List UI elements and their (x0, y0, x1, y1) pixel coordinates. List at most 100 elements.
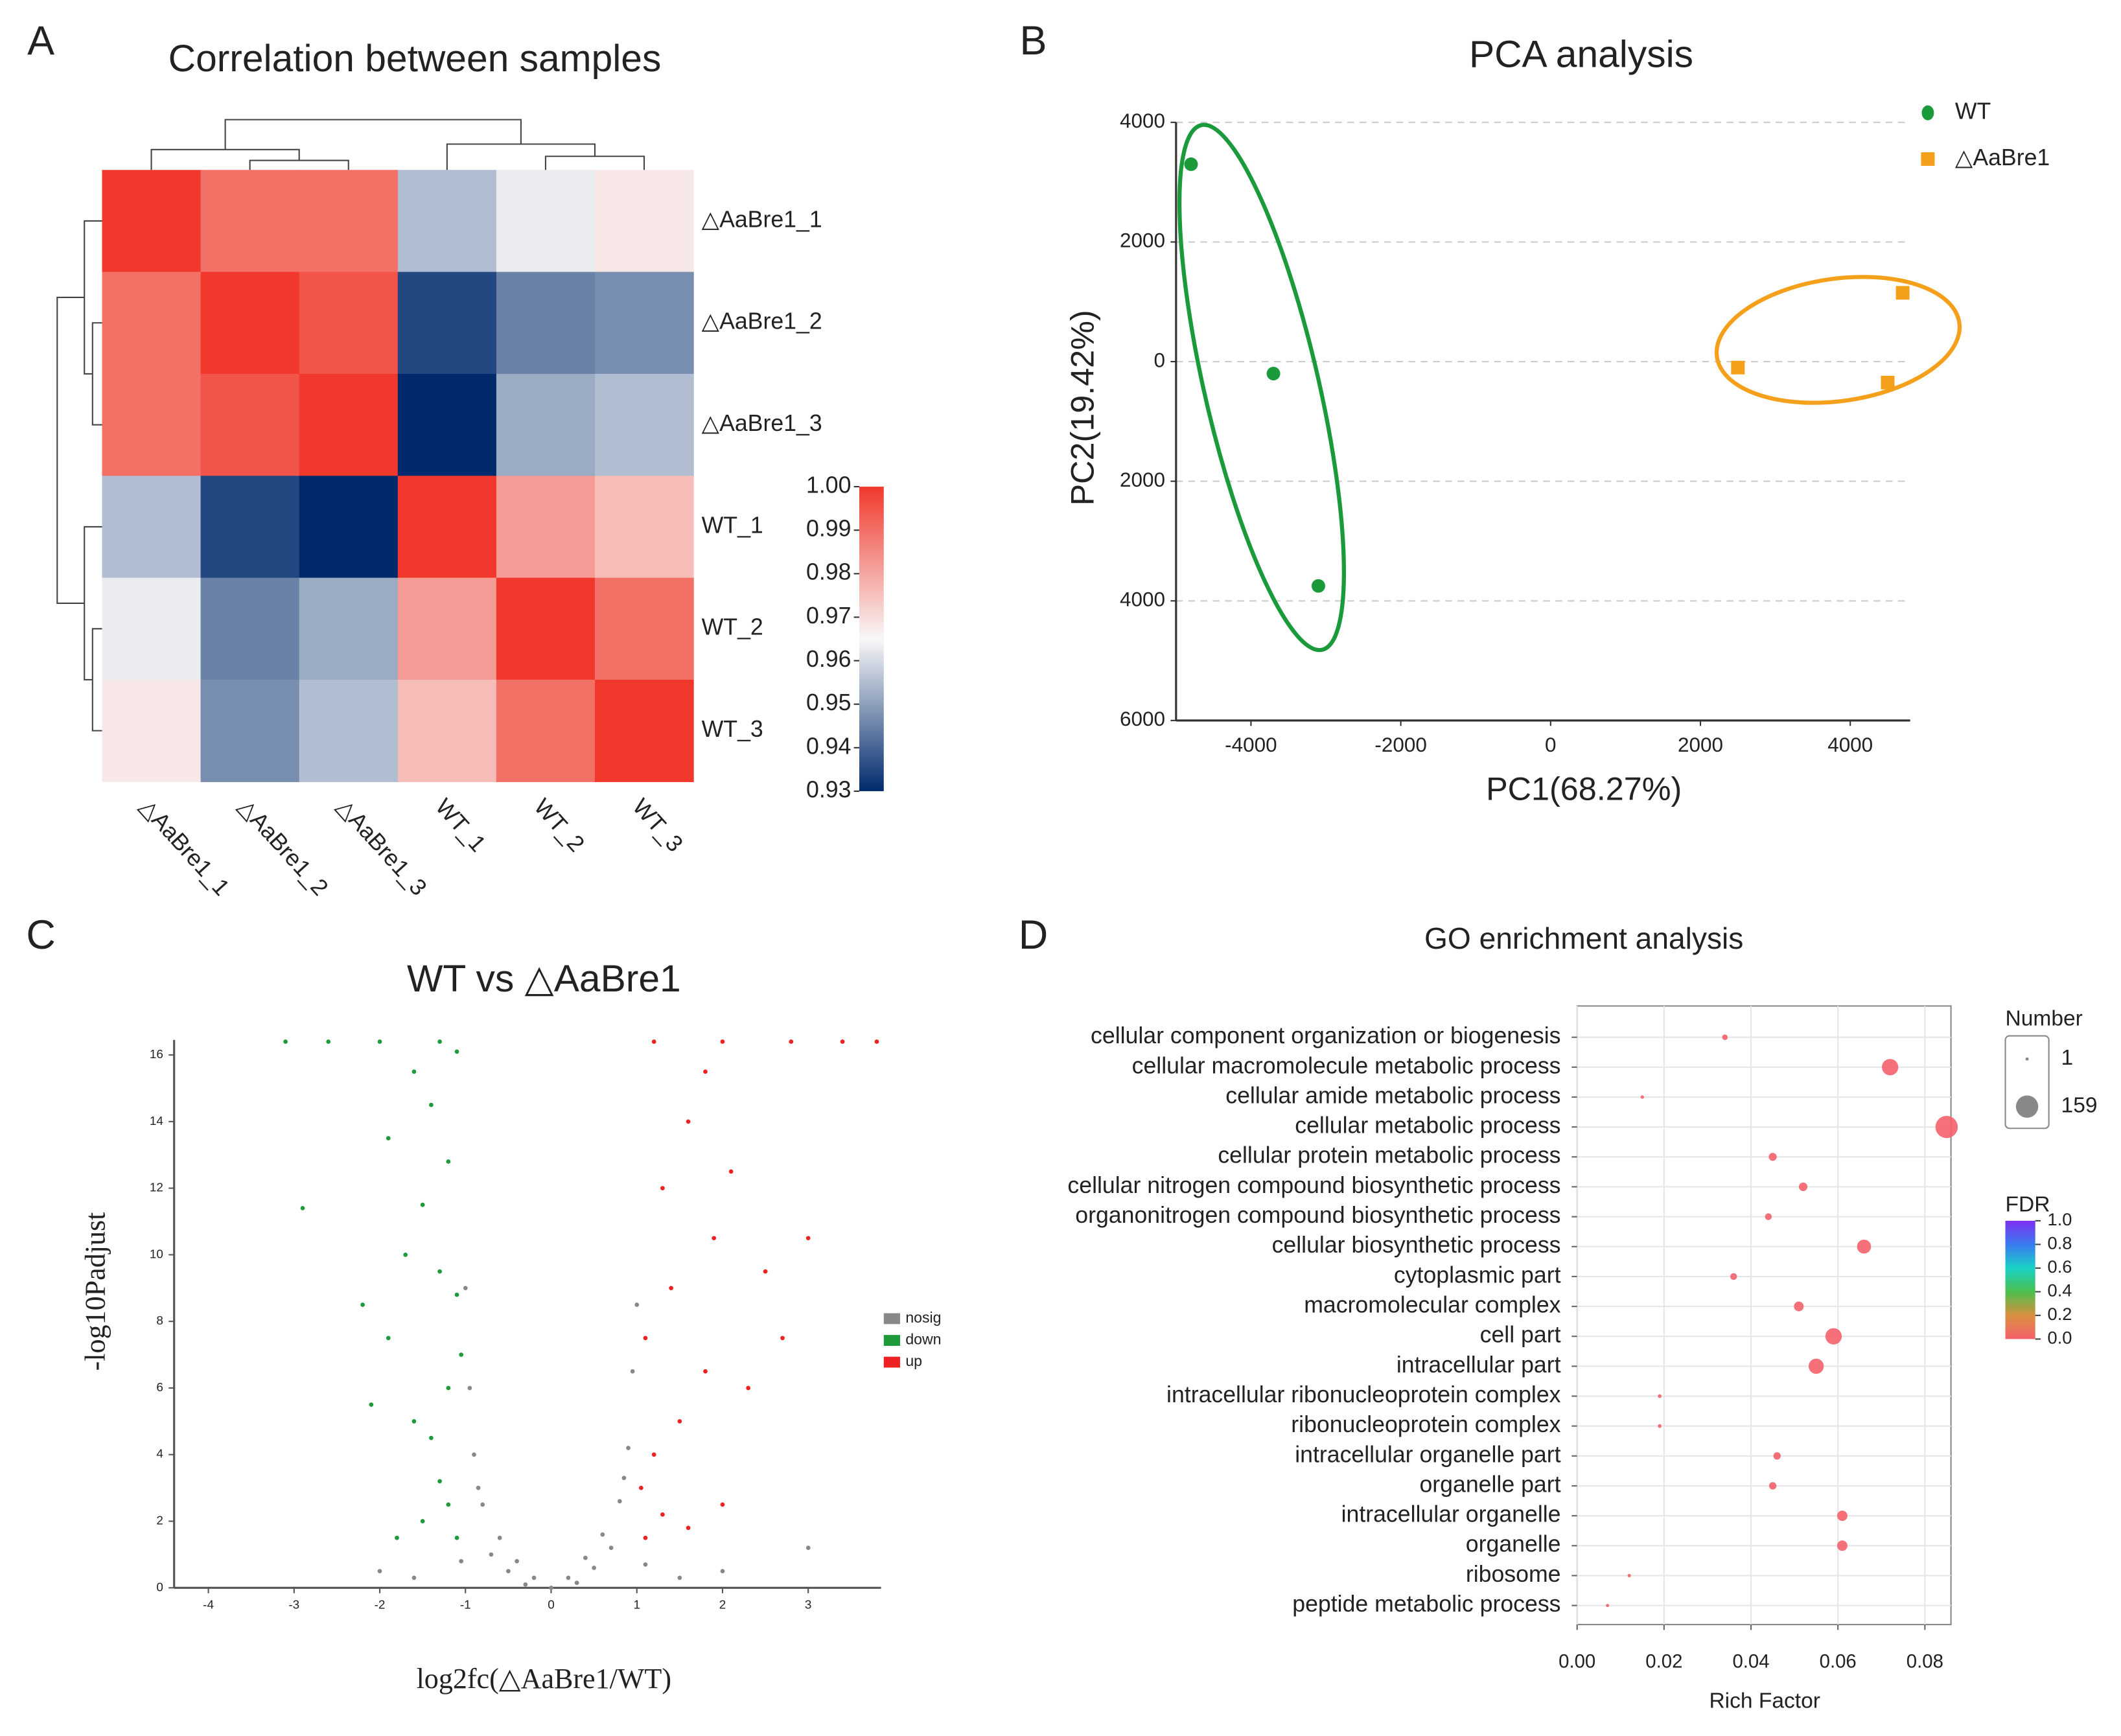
bubble (1935, 1115, 1958, 1139)
point (574, 1580, 579, 1585)
panel-letter: B (1020, 18, 1047, 64)
point (720, 1569, 725, 1573)
category-label: cellular biosynthetic process (1272, 1232, 1561, 1258)
legend-label: nosig (905, 1309, 941, 1326)
heatmap-cell (200, 170, 300, 273)
point (1895, 286, 1910, 300)
colorbar (859, 487, 884, 791)
x-axis-label: Rich Factor (1709, 1689, 1820, 1713)
heatmap-cell (397, 373, 497, 476)
y-tick-label: 4000 (1120, 588, 1165, 611)
point (476, 1485, 481, 1490)
point (686, 1119, 691, 1124)
panel-letter: A (27, 18, 54, 64)
category-label: cell part (1480, 1322, 1561, 1348)
legend-title: FDR (2006, 1193, 2050, 1217)
bubble (1837, 1540, 1848, 1551)
category-label: cytoplasmic part (1394, 1262, 1561, 1288)
point (660, 1512, 665, 1517)
bubble (1722, 1034, 1728, 1040)
heatmap-cell (496, 272, 596, 375)
colorbar-label: 0.8 (2048, 1233, 2072, 1253)
y-tick-label: 4 (156, 1448, 163, 1461)
column-label: WT_2 (529, 794, 589, 857)
colorbar-label: 0.96 (806, 646, 851, 672)
y-axis-label: PC2(19.42%) (1064, 310, 1101, 505)
bubble (1808, 1358, 1824, 1374)
point (497, 1535, 502, 1540)
chart-title: WT vs △AaBre1 (407, 958, 681, 1000)
point (454, 1292, 459, 1297)
category-label: organonitrogen compound biosynthetic pro… (1075, 1202, 1560, 1228)
legend-marker (2015, 1095, 2039, 1118)
bubble (1768, 1153, 1777, 1161)
heatmap-cell (496, 373, 596, 476)
point (403, 1253, 408, 1257)
heatmap-cell (496, 476, 596, 579)
panel-letter: C (26, 912, 55, 958)
point (703, 1069, 708, 1074)
category-label: cellular component organization or bioge… (1091, 1023, 1560, 1048)
chart-title: Correlation between samples (168, 38, 662, 80)
x-tick-label: 0.08 (1907, 1650, 1943, 1672)
colorbar-label: 0.98 (806, 559, 851, 585)
heatmap-cell (102, 170, 202, 273)
heatmap-cell (397, 272, 497, 375)
point (626, 1446, 631, 1450)
x-tick-label: 0 (1545, 734, 1556, 756)
bubble (1837, 1510, 1848, 1522)
heatmap-cell (102, 679, 202, 782)
point (583, 1555, 588, 1560)
point (549, 1585, 553, 1590)
bubble (1627, 1573, 1631, 1578)
colorbar-label: 0.2 (2048, 1304, 2072, 1324)
category-label: intracellular organelle (1341, 1501, 1561, 1527)
heatmap-cell (496, 577, 596, 680)
x-tick-label: 0 (548, 1599, 555, 1612)
bubble (1825, 1328, 1842, 1345)
point (669, 1286, 673, 1291)
heatmap-cell (594, 679, 694, 782)
category-label: cellular metabolic process (1295, 1113, 1560, 1139)
point (621, 1476, 627, 1481)
heatmap-cell (594, 373, 694, 476)
x-tick-label: 3 (805, 1599, 812, 1612)
y-tick-label: 6000 (1120, 708, 1165, 730)
point (360, 1302, 365, 1307)
bubble (1768, 1482, 1777, 1490)
category-label: intracellular organelle part (1295, 1441, 1560, 1467)
point (459, 1352, 464, 1357)
point (506, 1569, 511, 1573)
dendrogram (150, 119, 645, 170)
point (395, 1535, 399, 1540)
legend-marker (1921, 152, 1935, 166)
y-axis-label: -log10Padjust (79, 1212, 111, 1371)
point (874, 1039, 879, 1044)
point (780, 1336, 785, 1341)
point (1731, 360, 1745, 375)
point (630, 1369, 635, 1374)
x-tick-label: -2 (375, 1599, 386, 1612)
x-tick-label: 0.04 (1732, 1650, 1769, 1672)
point (1881, 375, 1895, 389)
point (617, 1499, 622, 1504)
confidence-ellipse (1177, 122, 1347, 653)
colorbar-label: 1.00 (806, 472, 851, 498)
y-tick-label: 0 (156, 1580, 163, 1594)
point (1266, 367, 1281, 380)
x-tick-label: -4 (203, 1599, 214, 1612)
legend-label: 159 (2061, 1094, 2098, 1118)
x-tick-label: 4000 (1827, 734, 1873, 756)
point (377, 1569, 382, 1573)
legend-marker (1921, 105, 1934, 121)
point (763, 1269, 768, 1274)
legend-label: 1 (2061, 1046, 2074, 1070)
point (386, 1336, 391, 1341)
point (806, 1545, 811, 1551)
colorbar (2005, 1220, 2035, 1339)
heatmap-cell (397, 476, 497, 579)
row-label: △AaBre1_3 (702, 410, 822, 436)
point (472, 1452, 476, 1457)
x-tick-label: 2 (719, 1599, 726, 1612)
